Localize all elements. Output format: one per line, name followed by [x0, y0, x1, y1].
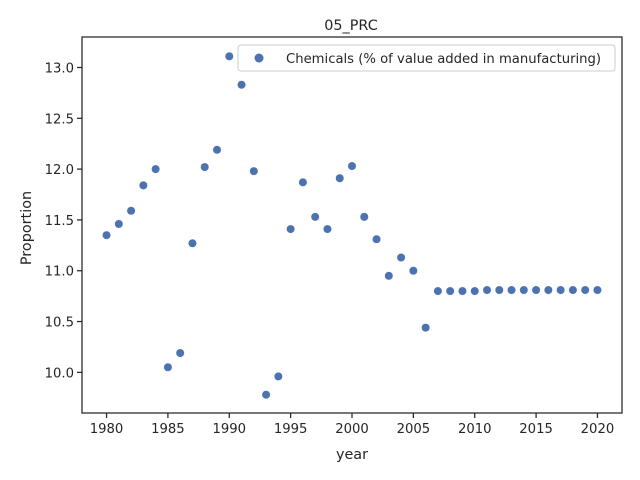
data-point [408, 266, 418, 276]
y-tick-label: 12.5 [45, 112, 74, 127]
data-point [482, 285, 492, 295]
legend-marker [254, 53, 264, 63]
data-point [273, 372, 283, 381]
data-point [458, 286, 467, 296]
y-tick-label: 12.0 [45, 163, 74, 178]
data-point [200, 162, 210, 172]
y-axis-label: Proportion [19, 191, 35, 265]
y-tick-label: 10.5 [45, 316, 74, 331]
data-point [507, 285, 516, 295]
data-point [126, 206, 136, 216]
data-point [163, 362, 173, 372]
data-point [445, 286, 455, 296]
y-tick-label: 11.5 [45, 214, 74, 229]
data-point [298, 177, 308, 187]
data-point [543, 285, 553, 295]
x-tick-label: 1985 [151, 422, 185, 437]
data-point [372, 234, 381, 244]
data-point [519, 285, 529, 295]
data-point [188, 238, 197, 248]
x-tick-label: 1990 [212, 422, 246, 437]
data-point [114, 219, 124, 229]
legend-label: Chemicals (% of value added in manufactu… [286, 52, 601, 67]
data-point [433, 286, 443, 296]
y-tick-label: 11.0 [45, 265, 74, 280]
data-points [102, 51, 602, 400]
data-point [384, 271, 394, 281]
x-axis-ticks: 1980 1985 1990 1995 2000 2005 2010 2015 2020 [90, 413, 614, 437]
data-point [396, 253, 406, 262]
data-point [138, 180, 148, 190]
x-tick-label: 1980 [90, 422, 124, 437]
x-tick-label: 2020 [581, 422, 615, 437]
data-point [261, 390, 271, 400]
data-point [556, 285, 566, 295]
data-point [286, 224, 296, 234]
data-point [470, 286, 480, 296]
y-tick-label: 13.0 [45, 61, 74, 76]
x-tick-label: 1995 [274, 422, 308, 437]
data-point [359, 212, 369, 222]
data-point [224, 51, 234, 61]
data-point [568, 285, 578, 295]
data-point [212, 145, 222, 155]
data-point [347, 161, 357, 171]
legend: Chemicals (% of value added in manufactu… [237, 44, 616, 72]
data-point [249, 166, 259, 176]
data-point [102, 230, 111, 240]
plot-frame [81, 36, 623, 414]
data-point [323, 224, 332, 234]
x-axis-label: year [336, 447, 368, 463]
legend-box [237, 44, 616, 72]
x-tick-label: 2005 [397, 422, 431, 437]
x-tick-label: 2015 [519, 422, 553, 437]
y-axis-ticks: 10.0 10.5 11.0 11.5 12.0 12.5 13.0 [45, 61, 82, 381]
data-point [237, 80, 246, 90]
data-point [310, 212, 320, 222]
x-tick-label: 2000 [335, 422, 369, 437]
data-point [151, 164, 161, 174]
data-point [421, 323, 431, 333]
data-point [593, 285, 602, 295]
data-point [335, 173, 345, 183]
data-point [531, 285, 541, 295]
data-point [494, 285, 504, 295]
y-tick-label: 10.0 [45, 366, 74, 381]
data-point [580, 285, 590, 295]
chart-title: 05_PRC [324, 18, 378, 34]
x-tick-label: 2010 [458, 422, 492, 437]
data-point [175, 348, 185, 358]
